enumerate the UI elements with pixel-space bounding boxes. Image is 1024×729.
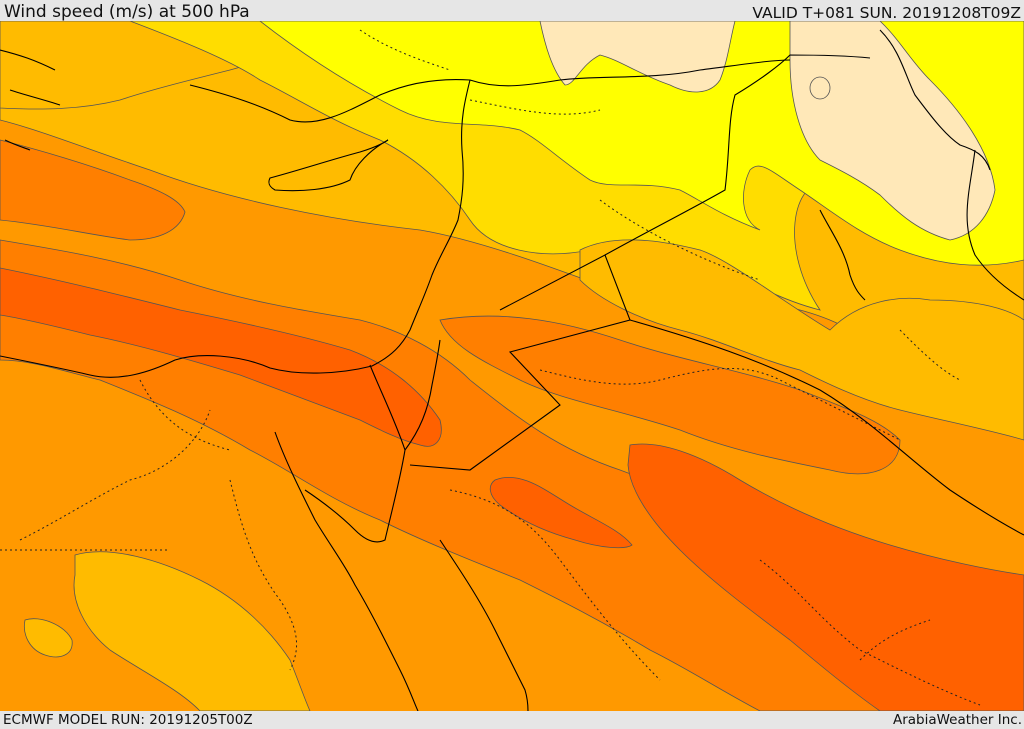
band-lowest-ne: [789, 21, 996, 241]
wind-speed-map: [0, 21, 1024, 711]
map-title: Wind speed (m/s) at 500 hPa: [4, 2, 250, 22]
band-mid-south: [73, 551, 311, 711]
header-bar: Wind speed (m/s) at 500 hPa VALID T+081 …: [0, 0, 1024, 22]
country-border-lines: [0, 29, 981, 706]
band-highest-west: [0, 267, 442, 447]
band-highest-center: [489, 476, 633, 549]
credit: ArabiaWeather Inc.: [892, 712, 1022, 728]
band-high-nw: [0, 139, 186, 241]
band-highest-east: [627, 443, 1024, 711]
band-mid-east: [579, 239, 1024, 441]
band-high-center: [439, 315, 901, 475]
band-lowest-n: [539, 21, 736, 93]
valid-time: VALID T+081 SUN. 20191208T09Z: [752, 4, 1021, 22]
band-mid-sw2: [23, 618, 73, 658]
band-lowest-blob: [809, 76, 831, 100]
footer-bar: ECMWF MODEL RUN: 20191205T00Z ArabiaWeat…: [0, 711, 1024, 729]
model-run: ECMWF MODEL RUN: 20191205T00Z: [3, 712, 253, 728]
coastline-lines: [0, 29, 1024, 711]
